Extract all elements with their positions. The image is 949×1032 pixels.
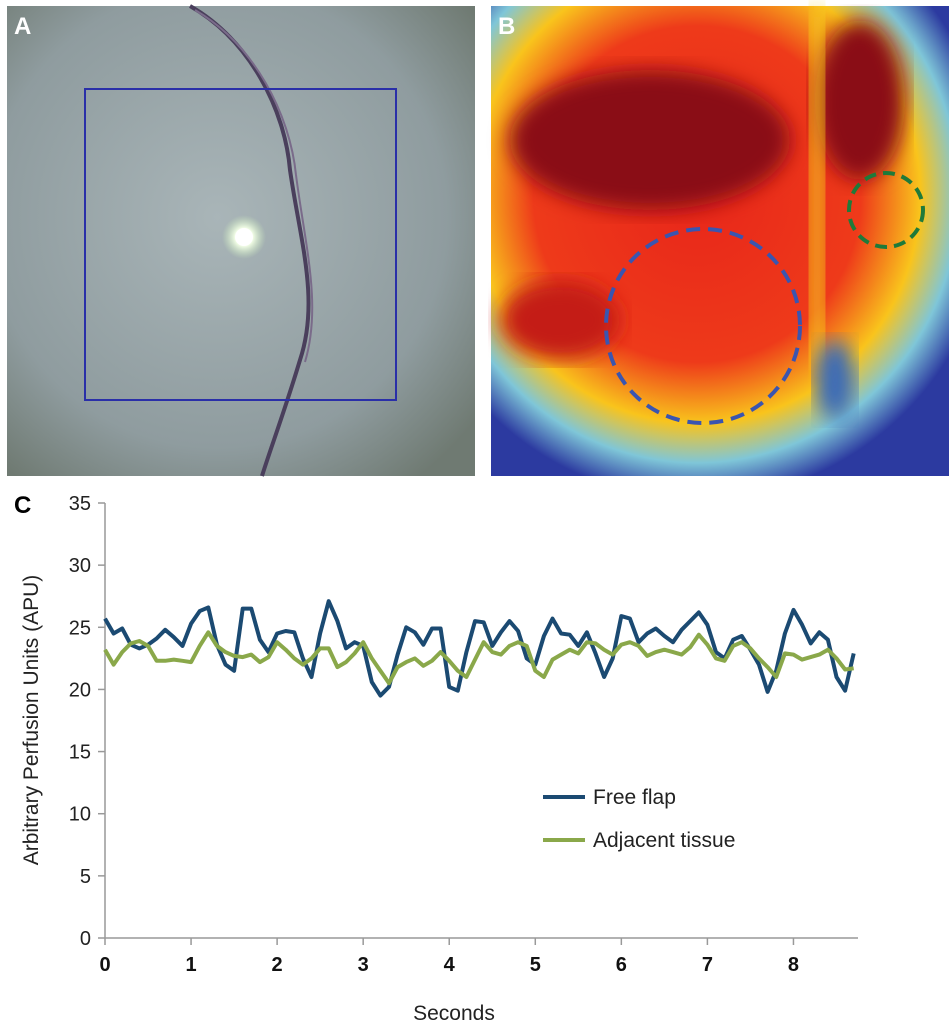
y-tick-label: 25 bbox=[69, 617, 91, 639]
legend-label: Free flap bbox=[593, 786, 676, 809]
legend-box bbox=[515, 775, 805, 865]
x-tick-label: 7 bbox=[702, 954, 713, 976]
panel-a-photo bbox=[7, 4, 475, 477]
y-tick-label: 10 bbox=[69, 804, 91, 826]
y-tick-label: 35 bbox=[69, 493, 91, 515]
legend-label: Adjacent tissue bbox=[593, 829, 735, 852]
y-tick-label: 0 bbox=[80, 928, 91, 950]
x-axis-title: Seconds bbox=[413, 1002, 495, 1025]
x-tick-label: 4 bbox=[444, 954, 456, 976]
y-tick-label: 20 bbox=[69, 679, 91, 701]
panel-label: C bbox=[14, 492, 31, 519]
x-tick-label: 3 bbox=[358, 954, 369, 976]
x-tick-label: 6 bbox=[616, 954, 627, 976]
panel-label: B bbox=[498, 13, 515, 40]
y-axis-title: Arbitrary Perfusion Units (APU) bbox=[20, 575, 43, 866]
panel-b-heatmap bbox=[491, 6, 949, 476]
x-tick-label: 1 bbox=[185, 954, 196, 976]
y-tick-label: 15 bbox=[69, 742, 91, 764]
x-tick-label: 0 bbox=[99, 954, 110, 976]
panel-label: A bbox=[14, 13, 31, 40]
y-tick-label: 30 bbox=[69, 555, 91, 577]
x-tick-label: 2 bbox=[272, 954, 283, 976]
x-tick-label: 8 bbox=[788, 954, 799, 976]
series-line bbox=[103, 630, 854, 686]
y-tick-label: 5 bbox=[80, 866, 91, 888]
x-tick-label: 5 bbox=[530, 954, 541, 976]
series-line bbox=[103, 599, 856, 698]
